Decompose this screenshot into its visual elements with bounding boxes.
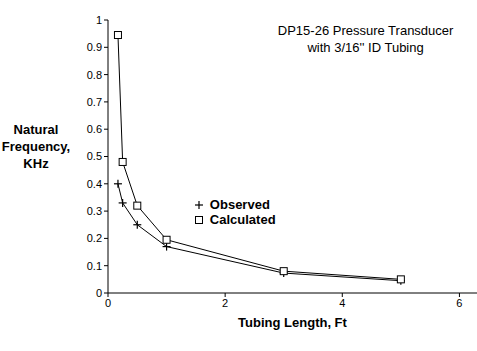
html-text:Tubing Length, Ft: Tubing Length, Ft [238,315,347,330]
svg-text:0.9: 0.9 [87,41,102,53]
html-text:KHz: KHz [23,156,49,171]
svg-text:1: 1 [96,14,102,26]
svg-text:0.3: 0.3 [87,205,102,217]
svg-text:0.4: 0.4 [87,178,102,190]
html-text:Calculated: Calculated [209,212,276,228]
svg-text:0.6: 0.6 [87,123,102,135]
svg-text:0.2: 0.2 [87,232,102,244]
svg-text:4: 4 [339,297,345,309]
svg-text:2: 2 [222,297,228,309]
svg-text:0.7: 0.7 [87,96,102,108]
svg-text:0: 0 [96,287,102,299]
html-text:DP15-26 Pressure Transducer: DP15-26 Pressure Transducer [277,23,454,38]
html-text:Natural: Natural [13,122,59,137]
svg-text:0.5: 0.5 [87,150,102,162]
svg-text:6: 6 [456,297,462,309]
svg-text:0: 0 [105,297,111,309]
svg-text:0.1: 0.1 [87,260,102,272]
html-text:Observed: Observed [209,197,270,213]
html-text:with 3/16'' ID Tubing: with 3/16'' ID Tubing [307,40,424,55]
svg-text:0.8: 0.8 [87,69,102,81]
html-text:Frequency,: Frequency, [1,139,71,154]
